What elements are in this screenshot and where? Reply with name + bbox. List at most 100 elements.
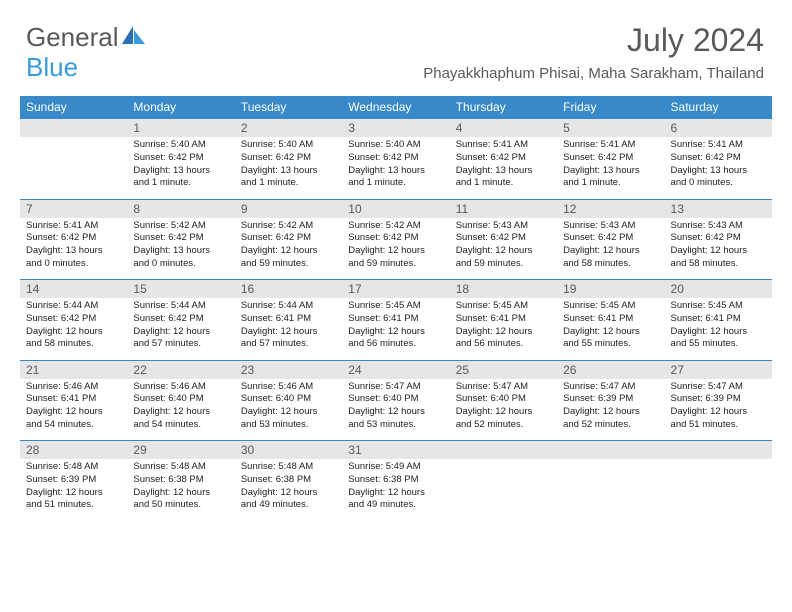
sunset-text: Sunset: 6:40 PM: [241, 393, 336, 406]
brand-name-2: Blue: [26, 52, 78, 83]
day1-text: Daylight: 12 hours: [133, 326, 228, 339]
day-detail-cell: Sunrise: 5:48 AMSunset: 6:38 PMDaylight:…: [235, 459, 342, 521]
day1-text: Daylight: 12 hours: [241, 487, 336, 500]
sunrise-text: Sunrise: 5:43 AM: [456, 220, 551, 233]
day1-text: Daylight: 12 hours: [133, 406, 228, 419]
day1-text: Daylight: 13 hours: [563, 165, 658, 178]
sunrise-text: Sunrise: 5:41 AM: [456, 139, 551, 152]
day1-text: Daylight: 13 hours: [348, 165, 443, 178]
sail-icon: [121, 22, 147, 53]
day-detail-cell: Sunrise: 5:40 AMSunset: 6:42 PMDaylight:…: [235, 137, 342, 199]
day2-text: and 51 minutes.: [26, 499, 121, 512]
dow-tue: Tuesday: [235, 96, 342, 119]
day-number: 28: [20, 441, 127, 460]
day-detail-cell: Sunrise: 5:45 AMSunset: 6:41 PMDaylight:…: [342, 298, 449, 360]
day-detail-cell: Sunrise: 5:48 AMSunset: 6:39 PMDaylight:…: [20, 459, 127, 521]
day-number: 15: [127, 280, 234, 299]
sunset-text: Sunset: 6:42 PM: [133, 232, 228, 245]
day-detail-cell: Sunrise: 5:47 AMSunset: 6:39 PMDaylight:…: [665, 379, 772, 441]
day-number: 29: [127, 441, 234, 460]
day-number: 24: [342, 360, 449, 379]
day1-text: Daylight: 12 hours: [563, 326, 658, 339]
sunrise-text: Sunrise: 5:44 AM: [241, 300, 336, 313]
day-detail-cell: [665, 459, 772, 521]
sunrise-text: Sunrise: 5:41 AM: [671, 139, 766, 152]
day1-text: Daylight: 12 hours: [241, 406, 336, 419]
header: General July 2024 Phayakkhaphum Phisai, …: [0, 0, 792, 86]
sunset-text: Sunset: 6:39 PM: [671, 393, 766, 406]
day1-text: Daylight: 12 hours: [456, 406, 551, 419]
sunrise-text: Sunrise: 5:46 AM: [241, 381, 336, 394]
sunset-text: Sunset: 6:42 PM: [348, 152, 443, 165]
dow-sat: Saturday: [665, 96, 772, 119]
day-number: 8: [127, 199, 234, 218]
day1-text: Daylight: 12 hours: [26, 326, 121, 339]
sunset-text: Sunset: 6:42 PM: [241, 232, 336, 245]
day-number: 20: [665, 280, 772, 299]
sunset-text: Sunset: 6:42 PM: [133, 313, 228, 326]
sunrise-text: Sunrise: 5:48 AM: [133, 461, 228, 474]
day2-text: and 49 minutes.: [348, 499, 443, 512]
day1-text: Daylight: 12 hours: [671, 326, 766, 339]
day2-text: and 54 minutes.: [133, 419, 228, 432]
day-detail-cell: Sunrise: 5:46 AMSunset: 6:40 PMDaylight:…: [235, 379, 342, 441]
sunset-text: Sunset: 6:40 PM: [348, 393, 443, 406]
day1-text: Daylight: 12 hours: [671, 245, 766, 258]
day-detail-cell: Sunrise: 5:44 AMSunset: 6:42 PMDaylight:…: [20, 298, 127, 360]
day-number: 19: [557, 280, 664, 299]
day2-text: and 53 minutes.: [241, 419, 336, 432]
sunrise-text: Sunrise: 5:47 AM: [563, 381, 658, 394]
day-detail-cell: Sunrise: 5:48 AMSunset: 6:38 PMDaylight:…: [127, 459, 234, 521]
day2-text: and 57 minutes.: [241, 338, 336, 351]
day-detail-cell: Sunrise: 5:43 AMSunset: 6:42 PMDaylight:…: [665, 218, 772, 280]
sunset-text: Sunset: 6:42 PM: [456, 152, 551, 165]
day1-text: Daylight: 12 hours: [26, 487, 121, 500]
day-number: 23: [235, 360, 342, 379]
day-number: 14: [20, 280, 127, 299]
day-number: [450, 441, 557, 460]
day-detail-row: Sunrise: 5:41 AMSunset: 6:42 PMDaylight:…: [20, 218, 772, 280]
day2-text: and 50 minutes.: [133, 499, 228, 512]
sunset-text: Sunset: 6:42 PM: [563, 152, 658, 165]
day-number-row: 14151617181920: [20, 280, 772, 299]
day1-text: Daylight: 12 hours: [348, 245, 443, 258]
day2-text: and 1 minute.: [241, 177, 336, 190]
day-detail-cell: Sunrise: 5:42 AMSunset: 6:42 PMDaylight:…: [235, 218, 342, 280]
day-detail-cell: Sunrise: 5:43 AMSunset: 6:42 PMDaylight:…: [450, 218, 557, 280]
day2-text: and 55 minutes.: [671, 338, 766, 351]
day2-text: and 59 minutes.: [348, 258, 443, 271]
day-number: [665, 441, 772, 460]
day-detail-cell: [450, 459, 557, 521]
sunrise-text: Sunrise: 5:43 AM: [671, 220, 766, 233]
day-detail-cell: Sunrise: 5:40 AMSunset: 6:42 PMDaylight:…: [127, 137, 234, 199]
day2-text: and 56 minutes.: [456, 338, 551, 351]
sunrise-text: Sunrise: 5:43 AM: [563, 220, 658, 233]
day-number: 21: [20, 360, 127, 379]
location-text: Phayakkhaphum Phisai, Maha Sarakham, Tha…: [423, 65, 764, 82]
day-number: 22: [127, 360, 234, 379]
day2-text: and 1 minute.: [133, 177, 228, 190]
day2-text: and 55 minutes.: [563, 338, 658, 351]
day-detail-cell: [20, 137, 127, 199]
day-detail-cell: Sunrise: 5:47 AMSunset: 6:40 PMDaylight:…: [450, 379, 557, 441]
sunrise-text: Sunrise: 5:46 AM: [133, 381, 228, 394]
sunset-text: Sunset: 6:42 PM: [671, 232, 766, 245]
sunrise-text: Sunrise: 5:47 AM: [671, 381, 766, 394]
day-detail-row: Sunrise: 5:40 AMSunset: 6:42 PMDaylight:…: [20, 137, 772, 199]
day-detail-cell: Sunrise: 5:45 AMSunset: 6:41 PMDaylight:…: [450, 298, 557, 360]
day-number-row: 28293031: [20, 441, 772, 460]
day1-text: Daylight: 12 hours: [563, 406, 658, 419]
sunset-text: Sunset: 6:42 PM: [26, 232, 121, 245]
day-detail-cell: Sunrise: 5:45 AMSunset: 6:41 PMDaylight:…: [665, 298, 772, 360]
day1-text: Daylight: 12 hours: [563, 245, 658, 258]
day2-text: and 58 minutes.: [26, 338, 121, 351]
sunset-text: Sunset: 6:40 PM: [456, 393, 551, 406]
sunrise-text: Sunrise: 5:48 AM: [26, 461, 121, 474]
day-detail-row: Sunrise: 5:48 AMSunset: 6:39 PMDaylight:…: [20, 459, 772, 521]
sunrise-text: Sunrise: 5:40 AM: [348, 139, 443, 152]
sunrise-text: Sunrise: 5:40 AM: [241, 139, 336, 152]
day-number: 3: [342, 119, 449, 138]
sunset-text: Sunset: 6:41 PM: [241, 313, 336, 326]
sunset-text: Sunset: 6:41 PM: [563, 313, 658, 326]
sunset-text: Sunset: 6:41 PM: [26, 393, 121, 406]
